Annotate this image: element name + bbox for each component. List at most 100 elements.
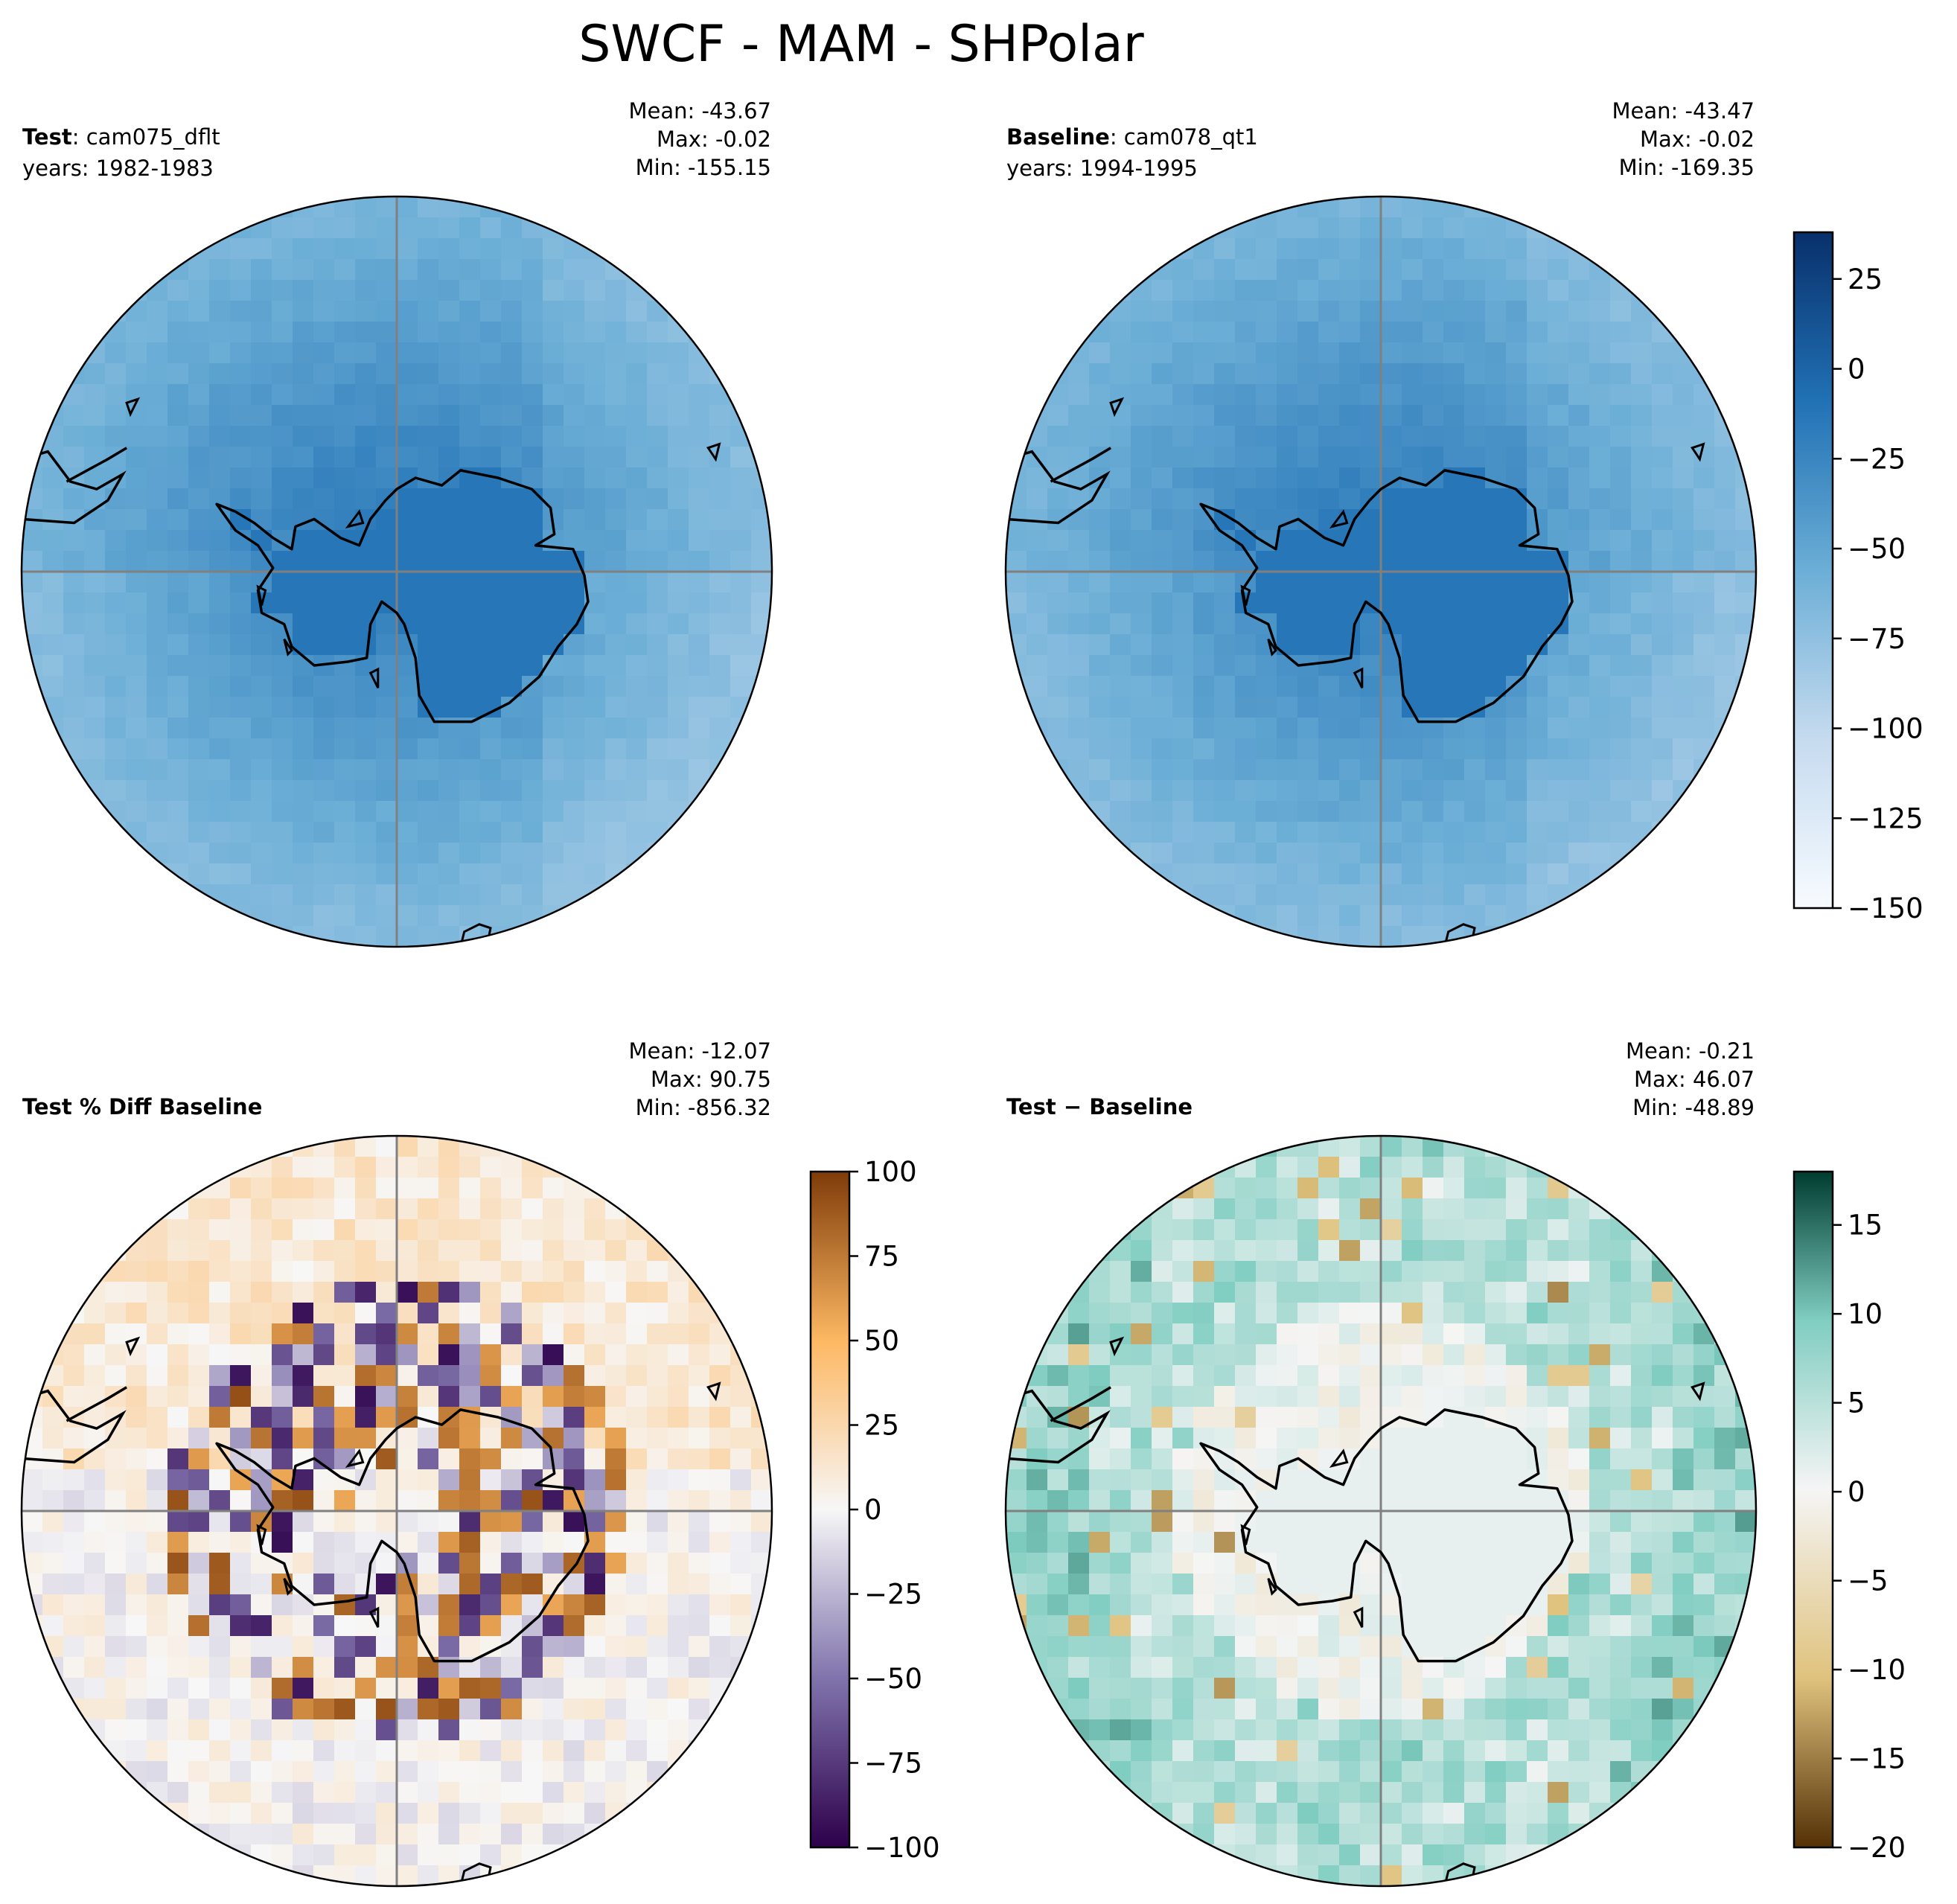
- grid-cell: [376, 1740, 398, 1762]
- grid-cell: [1110, 280, 1131, 301]
- grid-cell: [63, 1448, 85, 1470]
- grid-cell: [188, 613, 210, 635]
- grid-cell: [1464, 780, 1486, 802]
- grid-cell: [584, 697, 606, 718]
- grid-cell: [188, 1219, 210, 1241]
- grid-cell: [626, 1657, 648, 1678]
- grid-cell: [1297, 1490, 1319, 1512]
- grid-cell: [1610, 1636, 1632, 1658]
- grid-cell: [209, 738, 231, 760]
- grid-cell: [1652, 1344, 1673, 1366]
- grid-cell: [1548, 467, 1569, 489]
- grid-cell: [1402, 1469, 1423, 1491]
- grid-cell: [84, 1428, 106, 1449]
- grid-cell: [272, 363, 293, 385]
- grid-cell: [1631, 1636, 1653, 1658]
- panel-test-label-case: : cam075_dflt: [72, 124, 220, 150]
- grid-cell: [272, 718, 293, 739]
- grid-cell: [1423, 1261, 1444, 1282]
- grid-cell: [1652, 1448, 1673, 1470]
- grid-cell: [1568, 301, 1590, 322]
- grid-cell: [1610, 1344, 1632, 1366]
- grid-cell: [1235, 280, 1257, 301]
- grid-cell: [1631, 718, 1653, 739]
- grid-cell: [1152, 1261, 1173, 1282]
- grid-cell: [1673, 1678, 1694, 1699]
- grid-cell: [105, 1344, 127, 1366]
- grid-cell: [1193, 822, 1215, 843]
- grid-cell: [1214, 843, 1236, 864]
- grid-cell: [1027, 572, 1048, 593]
- grid-cell: [230, 759, 252, 781]
- grid-cell: [1277, 280, 1298, 301]
- grid-cell: [1714, 488, 1736, 510]
- grid-cell: [376, 1761, 398, 1783]
- grid-cell: [1568, 738, 1590, 760]
- grid-cell: [1423, 1532, 1444, 1553]
- grid-cell: [1527, 301, 1548, 322]
- grid-cell: [1485, 405, 1507, 427]
- grid-cell: [147, 1553, 168, 1574]
- grid-cell: [1110, 447, 1131, 468]
- grid-cell: [1506, 822, 1527, 843]
- grid-cell: [397, 280, 418, 301]
- grid-cell: [251, 1344, 272, 1366]
- grid-cell: [1548, 1699, 1569, 1720]
- grid-cell: [1402, 1699, 1423, 1720]
- grid-cell: [1443, 322, 1465, 343]
- grid-cell: [147, 488, 168, 510]
- grid-cell: [1318, 467, 1340, 489]
- grid-cell: [293, 1699, 314, 1720]
- grid-cell: [1443, 1636, 1465, 1658]
- grid-cell: [1693, 592, 1715, 614]
- grid-cell: [1214, 1532, 1236, 1553]
- grid-cell: [376, 738, 398, 760]
- grid-cell: [1673, 363, 1694, 385]
- grid-cell: [522, 780, 543, 802]
- grid-cell: [126, 1615, 147, 1637]
- grid-cell: [1172, 801, 1194, 822]
- grid-cell: [293, 1803, 314, 1824]
- grid-cell: [1277, 426, 1298, 447]
- grid-cell: [272, 1303, 293, 1324]
- grid-cell: [1693, 676, 1715, 697]
- grid-cell: [1548, 363, 1569, 385]
- grid-cell: [293, 1511, 314, 1533]
- grid-cell: [1548, 1740, 1569, 1762]
- grid-cell: [1339, 1490, 1361, 1512]
- grid-cell: [1068, 1386, 1090, 1408]
- grid-cell: [1193, 780, 1215, 802]
- grid-cell: [647, 676, 668, 697]
- grid-cell: [1235, 238, 1257, 260]
- grid-cell: [313, 384, 335, 406]
- grid-cell: [1089, 1636, 1111, 1658]
- grid-cell: [1172, 1448, 1194, 1470]
- grid-cell: [313, 634, 335, 656]
- grid-cell: [355, 1636, 377, 1658]
- grid-cell: [605, 676, 627, 697]
- grid-cell: [730, 467, 752, 489]
- grid-cell: [1652, 613, 1673, 635]
- grid-cell: [647, 322, 668, 343]
- grid-cell: [313, 1240, 335, 1262]
- grid-cell: [1568, 801, 1590, 822]
- grid-cell: [1089, 301, 1111, 322]
- grid-cell: [167, 280, 189, 301]
- grid-cell: [188, 1699, 210, 1720]
- grid-cell: [355, 1198, 377, 1220]
- grid-cell: [1568, 280, 1590, 301]
- grid-cell: [501, 301, 523, 322]
- grid-cell: [313, 1407, 335, 1428]
- grid-cell: [730, 1511, 752, 1533]
- grid-cell: [584, 447, 606, 468]
- grid-cell: [1068, 738, 1090, 760]
- grid-cell: [1589, 1657, 1611, 1678]
- grid-cell: [522, 884, 543, 906]
- grid-cell: [1235, 384, 1257, 406]
- grid-cell: [1193, 1365, 1215, 1387]
- grid-cell: [751, 1365, 772, 1387]
- grid-cell: [1402, 363, 1423, 385]
- grid-cell: [1589, 1219, 1611, 1241]
- grid-cell: [1485, 1323, 1507, 1345]
- grid-cell: [1402, 1344, 1423, 1366]
